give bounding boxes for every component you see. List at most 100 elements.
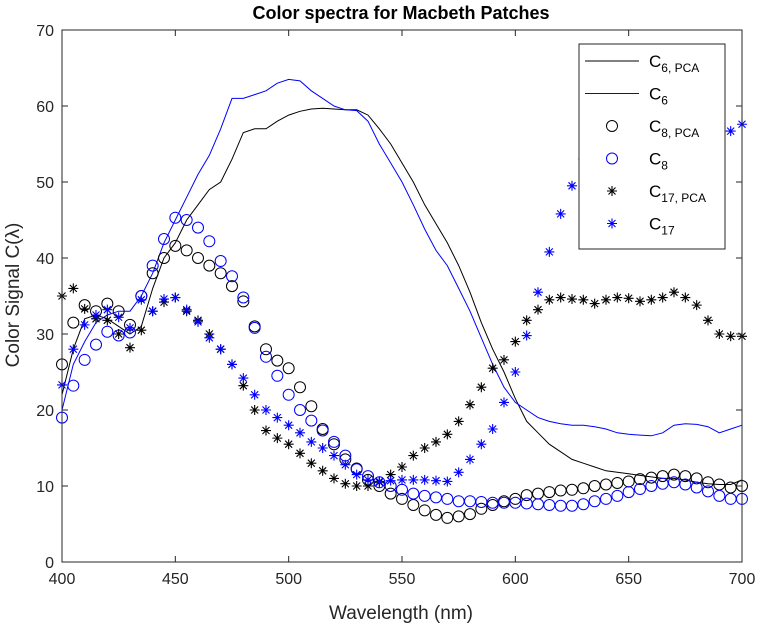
- data-point: [203, 259, 216, 272]
- legend-label-main: C: [649, 150, 661, 169]
- data-point: [657, 292, 668, 303]
- legend-item: C6: [585, 85, 668, 108]
- data-point: [634, 483, 646, 496]
- data-point: [316, 424, 329, 437]
- data-point: [351, 481, 362, 491]
- data-point: [543, 486, 556, 499]
- data-point: [635, 296, 645, 307]
- data-point: [634, 473, 646, 486]
- data-point: [566, 483, 578, 496]
- data-point: [600, 492, 612, 505]
- data-point: [567, 294, 577, 305]
- data-point: [238, 380, 249, 391]
- data-point: [340, 459, 351, 470]
- data-point: [475, 502, 488, 515]
- data-point: [125, 342, 135, 353]
- data-point: [249, 405, 260, 415]
- legend-label: C17: [649, 215, 675, 238]
- data-point: [656, 470, 669, 483]
- data-point: [260, 350, 272, 363]
- data-point: [588, 495, 601, 508]
- data-point: [227, 359, 237, 370]
- data-point: [305, 414, 318, 427]
- data-point: [713, 489, 726, 502]
- legend-label: C8: [649, 150, 668, 173]
- data-point: [442, 476, 453, 487]
- data-point: [499, 354, 509, 365]
- data-point: [169, 239, 182, 252]
- legend-label-main: C: [649, 52, 661, 71]
- data-point: [146, 267, 159, 280]
- data-point: [317, 465, 328, 476]
- data-point: [282, 362, 295, 375]
- series-c6-pca: [61, 107, 743, 485]
- data-point: [91, 310, 101, 320]
- data-point: [679, 470, 692, 483]
- data-point: [690, 472, 703, 485]
- data-point: [261, 425, 271, 436]
- data-point: [601, 294, 611, 305]
- data-point: [385, 469, 396, 480]
- legend-label-sub: 17, PCA: [661, 191, 706, 205]
- data-point: [272, 412, 283, 423]
- data-point: [442, 429, 453, 440]
- data-point: [600, 478, 612, 491]
- data-point: [397, 474, 407, 485]
- data-point: [452, 510, 465, 523]
- data-point: [577, 498, 590, 511]
- data-point: [238, 373, 249, 384]
- data-point: [407, 487, 420, 500]
- data-point: [623, 293, 634, 304]
- data-point: [669, 287, 679, 298]
- data-point: [215, 344, 226, 355]
- data-point: [328, 435, 340, 448]
- y-tick-label: 10: [36, 479, 54, 496]
- data-point: [101, 325, 114, 338]
- data-point: [158, 252, 170, 264]
- data-point: [702, 476, 714, 489]
- data-point: [305, 400, 318, 413]
- data-point: [510, 367, 521, 377]
- data-point: [283, 420, 294, 431]
- data-point: [555, 292, 566, 303]
- data-point: [419, 443, 430, 453]
- data-point: [260, 343, 272, 356]
- data-point: [430, 491, 442, 504]
- data-point: [408, 474, 419, 485]
- x-tick-label: 600: [502, 571, 529, 588]
- data-point: [146, 259, 159, 272]
- data-point: [90, 338, 102, 351]
- data-point: [487, 363, 498, 374]
- data-point: [725, 126, 736, 137]
- data-point: [329, 473, 339, 484]
- data-point: [271, 369, 284, 382]
- legend-label-main: C: [649, 117, 661, 136]
- legend-label-sub: 6, PCA: [661, 61, 699, 75]
- x-tick-label: 550: [389, 571, 416, 588]
- legend-item: C8: [606, 150, 668, 173]
- data-point: [295, 448, 305, 459]
- data-point: [622, 486, 635, 499]
- data-point: [656, 477, 669, 490]
- data-point: [453, 416, 464, 427]
- data-point: [520, 489, 533, 502]
- data-point: [544, 246, 555, 257]
- legend-label-main: C: [649, 85, 661, 104]
- data-point: [306, 436, 317, 447]
- data-point: [646, 294, 657, 305]
- data-point: [317, 443, 328, 453]
- series-line: [61, 107, 743, 485]
- data-point: [521, 330, 532, 341]
- y-tick-label: 60: [36, 99, 54, 116]
- series-line: [61, 78, 743, 437]
- data-point: [78, 353, 91, 366]
- x-tick-label: 700: [729, 571, 756, 588]
- data-point: [192, 252, 204, 264]
- data-point: [67, 316, 80, 329]
- data-point: [589, 298, 600, 309]
- legend-box: [578, 43, 726, 250]
- legend-label-main: C: [649, 182, 661, 201]
- data-point: [329, 450, 339, 461]
- y-tick-label: 70: [36, 23, 54, 40]
